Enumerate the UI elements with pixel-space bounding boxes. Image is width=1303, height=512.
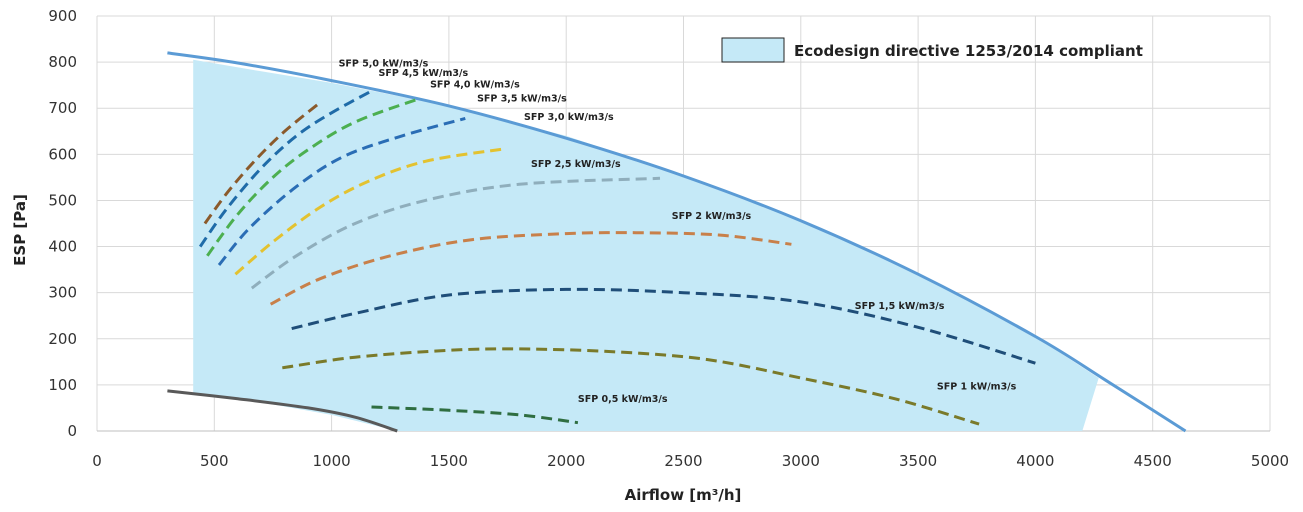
legend: Ecodesign directive 1253/2014 compliant [721, 37, 1143, 63]
x-tick-label: 3000 [782, 452, 820, 470]
sfp-series-label: SFP 4,5 kW/m3/s [379, 68, 469, 79]
sfp-series-line [250, 176, 661, 290]
y-tick-label: 400 [48, 238, 77, 256]
min-curve [167, 389, 398, 433]
x-axis-title: Airflow [m³/h] [625, 486, 742, 504]
x-tick-label: 2500 [664, 452, 702, 470]
sfp-series-label: SFP 3,5 kW/m3/s [477, 93, 567, 104]
sfp-series-label: SFP 1 kW/m3/s [937, 382, 1017, 393]
sfp-series-label: SFP 4,0 kW/m3/s [430, 80, 520, 91]
y-tick-label: 500 [48, 191, 77, 209]
sfp-series-line [291, 287, 1036, 365]
x-tick-label: 3500 [899, 452, 937, 470]
legend-label: Ecodesign directive 1253/2014 compliant [794, 42, 1143, 60]
legend-swatch [721, 37, 785, 63]
x-tick-label: 4000 [1016, 452, 1054, 470]
y-tick-label: 900 [48, 7, 77, 25]
y-tick-label: 0 [67, 422, 77, 440]
sfp-series-line [206, 97, 419, 257]
compliant-area-layer [193, 59, 1099, 432]
x-tick-label: 500 [200, 452, 229, 470]
sfp-series-label: SFP 1,5 kW/m3/s [855, 301, 945, 312]
y-tick-label: 700 [48, 99, 77, 117]
sfp-series-line [217, 116, 466, 266]
tick-label-layer: 0 500 1000 1500 2000 2500 3000 3500 4000 4500 5000… [48, 7, 1289, 470]
sfp-series-line [282, 347, 980, 426]
x-tick-label: 0 [92, 452, 102, 470]
sfp-series-line [198, 88, 375, 248]
y-tick-label: 600 [48, 145, 77, 163]
sfp-series-label: SFP 2,5 kW/m3/s [531, 159, 621, 170]
x-tick-label: 4500 [1134, 452, 1172, 470]
sfp-series-label: SFP 2 kW/m3/s [672, 211, 752, 222]
y-axis-title: ESP [Pa] [11, 194, 29, 266]
sfp-series-label: SFP 5,0 kW/m3/s [339, 59, 429, 70]
y-tick-label: 100 [48, 376, 77, 394]
x-tick-label: 5000 [1251, 452, 1289, 470]
sfp-series-line [269, 231, 792, 306]
sfp-series-label: SFP 3,0 kW/m3/s [524, 112, 614, 123]
x-tick-label: 1000 [313, 452, 351, 470]
sfp-series-line [234, 147, 506, 276]
sfp-series-label: SFP 0,5 kW/m3/s [578, 394, 668, 405]
sfp-series-layer [198, 88, 1036, 426]
sfp-series-line [203, 101, 321, 225]
max-curve [167, 51, 1187, 433]
sfp-series-line [371, 405, 579, 425]
y-tick-label: 300 [48, 284, 77, 302]
y-tick-label: 200 [48, 330, 77, 348]
x-tick-label: 1500 [430, 452, 468, 470]
x-tick-label: 2000 [547, 452, 585, 470]
y-tick-label: 800 [48, 53, 77, 71]
compliant-area [193, 59, 1099, 432]
curve-layer [167, 51, 1187, 433]
